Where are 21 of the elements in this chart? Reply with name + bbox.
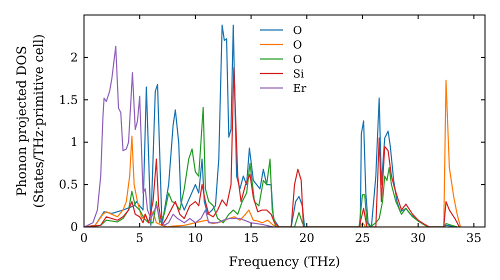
x-tick-label: 30 <box>410 231 426 245</box>
y-tick-label: 2 <box>70 50 78 64</box>
y-tick-label: 0.5 <box>58 178 78 192</box>
line-series <box>84 46 274 227</box>
legend-label: Si <box>293 68 305 80</box>
legend-label: O <box>293 38 302 52</box>
y-axis-title: Phonon projected DOS (States/THz·primitive cell) <box>15 34 47 208</box>
x-tick-label: 0 <box>80 231 88 245</box>
x-tick-label: 10 <box>188 231 204 245</box>
x-tick-label: 25 <box>354 231 370 245</box>
y-tick-label: 0 <box>70 220 78 234</box>
x-axis-title: Frequency (THz) <box>228 255 340 270</box>
x-tick-label: 35 <box>466 231 482 245</box>
x-tick-label: 15 <box>243 231 259 245</box>
x-tick-label: 5 <box>136 231 144 245</box>
y-tick-label: 1 <box>70 135 78 150</box>
legend-label: O <box>293 24 302 37</box>
y-tick-label: 1.5 <box>58 92 78 107</box>
legend-label: Er <box>293 82 308 95</box>
x-tick-label: 20 <box>299 231 314 245</box>
legend-label: O <box>293 53 302 66</box>
